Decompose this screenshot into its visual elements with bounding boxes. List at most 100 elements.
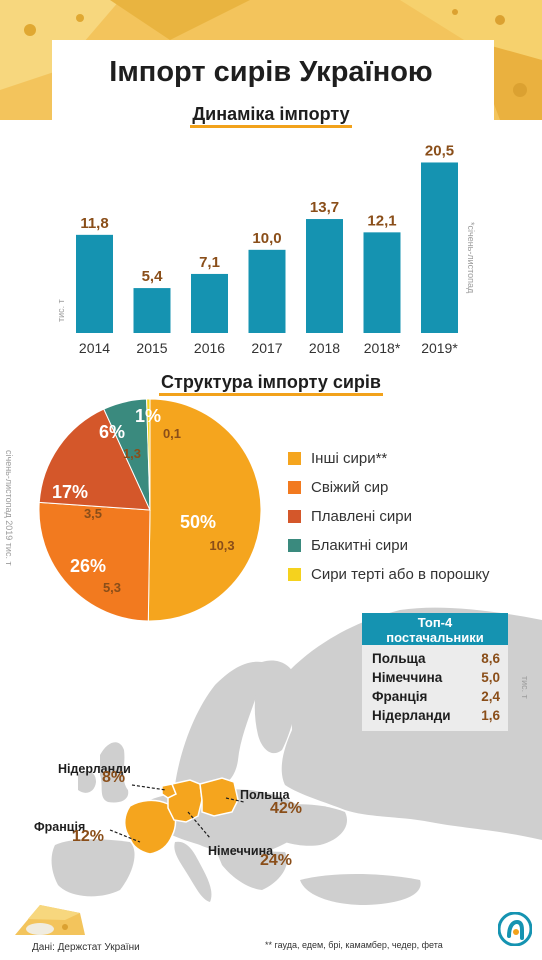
map-pct-netherlands: 8% (102, 769, 126, 786)
bar-value-label: 10,0 (252, 230, 281, 247)
legend-label: Плавлені сири (311, 507, 412, 525)
top4-suppliers-table: Топ-4 постачальники Польща 8,6 Німеччина… (362, 613, 508, 731)
pie-value-label: 0,1 (163, 426, 181, 441)
map-leader-germany (187, 811, 211, 839)
bar-category-label: 2018 (309, 340, 340, 356)
bar-value-label: 7,1 (199, 254, 220, 271)
bar-value-label: 13,7 (310, 199, 339, 216)
map-pct-germany: 24% (260, 852, 293, 869)
supplier-value: 8,6 (481, 651, 500, 666)
logo-icon (498, 912, 532, 946)
map-pct-poland: 42% (270, 800, 303, 817)
bar-2015 (133, 288, 171, 333)
legend-swatch (288, 480, 301, 494)
bar-unit-note: тис. т (56, 299, 66, 322)
legend-label: Інші сири** (311, 449, 388, 467)
supplier-name: Франція (372, 689, 428, 704)
top4-header: Топ-4 постачальники (362, 613, 508, 645)
legend-item: Плавлені сири (288, 505, 412, 527)
legend-item: Блакитні сири (288, 534, 408, 556)
pie-slice (38, 408, 151, 511)
map-leader-france (109, 829, 141, 843)
pie-value-label: 1,3 (123, 446, 141, 461)
bar-2014 (76, 234, 113, 333)
legend-swatch (288, 509, 301, 523)
legend-swatch (288, 567, 301, 581)
footnote: ** гауда, едем, брі, камамбер, чедер, фе… (265, 940, 443, 950)
legend-item: Інші сири** (288, 447, 387, 469)
pie-value-label: 3,5 (84, 506, 102, 521)
bar-2017 (248, 249, 286, 333)
map-ukraine (260, 804, 348, 846)
map-turkey (300, 874, 421, 905)
legend-swatch (288, 451, 301, 465)
map-label-germany: Німеччина (208, 844, 274, 858)
supplier-name: Німеччина (372, 670, 443, 685)
bar-section-title: Динаміка імпорту (0, 104, 542, 128)
map-scandinavia (175, 661, 266, 792)
map-label-poland: Польща (240, 788, 290, 802)
map-leader-poland (225, 797, 245, 803)
pie-slice (38, 501, 151, 622)
map-pct-france: 12% (72, 828, 105, 845)
pie-side-note: січень-листопад 2019 тис. т (4, 450, 14, 566)
page-title: Імпорт сирів Україною (109, 56, 433, 88)
bar-2018 (306, 219, 343, 333)
supplier-row: Польща 8,6 (372, 651, 504, 671)
bar-2019* (421, 162, 458, 333)
top4-title-line2: постачальники (386, 630, 484, 645)
bar-value-label: 12,1 (367, 212, 396, 229)
legend-item: Сири терті або в порошку (288, 563, 490, 585)
supplier-value: 5,0 (481, 670, 500, 685)
title-panel (52, 40, 494, 140)
bar-category-label: 2016 (194, 340, 225, 356)
pie-percent-label: 6% (99, 422, 125, 442)
map-finland (254, 660, 298, 754)
bar-category-label: 2014 (79, 340, 110, 356)
map-leader-netherlands (131, 784, 167, 791)
pie-value-label: 5,3 (103, 580, 121, 595)
bar-value-label: 5,4 (142, 268, 164, 285)
map-poland (199, 777, 239, 817)
map-label-france: Франція (34, 820, 86, 834)
map-germany (167, 779, 203, 823)
legend-item: Свіжий сир (288, 476, 388, 498)
map-france (124, 799, 177, 855)
cheese-footer-image (15, 905, 85, 935)
bar-category-label: 2015 (136, 340, 167, 356)
supplier-value: 1,6 (481, 708, 500, 723)
supplier-name: Нідерланди (372, 708, 451, 723)
bar-period-note: *січень-листопад (466, 222, 476, 294)
map-ireland (78, 770, 96, 793)
data-source: Дані: Держстат України (32, 942, 140, 953)
map-uk (100, 742, 129, 803)
supplier-row: Німеччина 5,0 (372, 670, 504, 690)
bar-category-label: 2017 (251, 340, 282, 356)
pie-value-label: 10,3 (209, 538, 234, 553)
map-label-netherlands: Нідерланди (58, 762, 131, 776)
pie-section-title: Структура імпорту сирів (0, 372, 542, 396)
legend-label: Блакитні сири (311, 536, 408, 554)
map-balkans (215, 848, 288, 890)
bar-value-label: 11,8 (80, 215, 108, 232)
map-italy (174, 841, 212, 902)
legend-swatch (288, 538, 301, 552)
pie-percent-label: 26% (70, 556, 106, 576)
supplier-row: Франція 2,4 (372, 689, 504, 709)
bar-2018* (363, 232, 401, 333)
pie-chart: 50% 10,3 26% 5,3 17% 3,5 6% 1,3 1%0,1 (38, 398, 262, 622)
bar-chart: 11,8 2014 5,4 2015 7,1 2016 10,0 2017 13,7 2018 12… (76, 142, 458, 356)
legend-label: Свіжий сир (311, 478, 389, 496)
pie-percent-label: 17% (52, 482, 88, 502)
top4-title-line1: Топ-4 (417, 615, 453, 630)
map-iberia (51, 839, 135, 897)
bar-category-label: 2019* (421, 340, 458, 356)
bar-value-label: 20,5 (425, 142, 454, 159)
pie-slice (146, 398, 151, 511)
supplier-value: 2,4 (481, 689, 500, 704)
bar-category-label: 2018* (364, 340, 401, 356)
pie-percent-label: 50% (180, 512, 216, 532)
bar-2016 (191, 273, 228, 333)
top4-unit-note: тис. т (520, 676, 530, 699)
pie-slice (147, 398, 262, 622)
